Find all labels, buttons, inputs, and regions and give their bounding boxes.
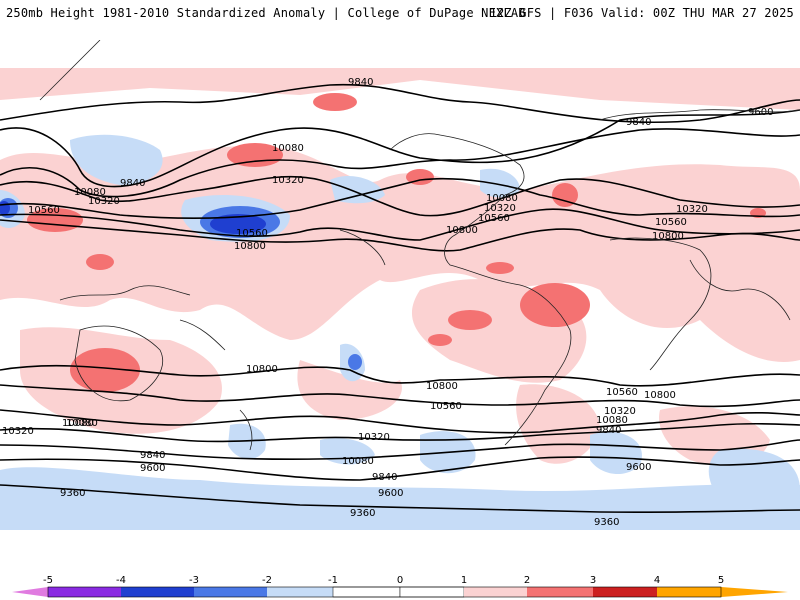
contour-label: 10320: [88, 196, 120, 207]
contour-label: 10080: [66, 418, 98, 429]
contour-label: 10320: [358, 432, 390, 443]
contour-label: 10080: [342, 456, 374, 467]
contour-label: 10080: [272, 143, 304, 154]
colorbar: -5 -4 -3 -2 -1 0 1 2 3 4 5: [12, 575, 788, 598]
colorbar-bin: [657, 587, 721, 597]
contour-label: 9840: [596, 425, 621, 436]
contour-label: 9840: [626, 117, 651, 128]
anomaly-map: 9840 9600 9840 10080 10080 9840 10320 10…: [0, 40, 800, 560]
colorbar-bin: [267, 587, 333, 597]
colorbar-bin: [121, 587, 194, 597]
colorbar-bin: [464, 587, 527, 597]
colorbar-tick: 2: [524, 575, 530, 586]
height-contours: [0, 83, 800, 514]
model-valid-time: 12Z GFS | F036 Valid: 00Z THU MAR 27 202…: [489, 6, 794, 20]
contour-label: 10320: [676, 204, 708, 215]
colorbar-outline: [47, 586, 722, 598]
contour-label: 10560: [236, 228, 268, 239]
contour-label: 10800: [234, 241, 266, 252]
contour-label: 10320: [604, 406, 636, 417]
colorbar-bin: [332, 586, 401, 598]
contour-label: 9360: [60, 488, 85, 499]
contour-label: 10320: [272, 175, 304, 186]
colorbar-left-arrow: [12, 587, 48, 597]
contour-label: 9600: [140, 463, 165, 474]
colorbar-tick: 1: [461, 575, 467, 586]
contour-label: 10800: [246, 364, 278, 375]
colorbar-tick: -2: [262, 575, 272, 586]
contour-label: 9600: [626, 462, 651, 473]
contour-label: 10080: [596, 415, 628, 426]
contour-label: 9840: [120, 178, 145, 189]
contour-label: 10800: [644, 390, 676, 401]
colorbar-bin: [593, 587, 657, 597]
contour-label: 10800: [652, 231, 684, 242]
contour-label: 10560: [478, 213, 510, 224]
colorbar-tick: 5: [718, 575, 724, 586]
colorbar-tick: -3: [189, 575, 199, 586]
contour-label: 10560: [655, 217, 687, 228]
contour-label: 10560: [430, 401, 462, 412]
contour-label: 10080: [74, 187, 106, 198]
map-title: 250mb Height 1981-2010 Standardized Anom…: [6, 6, 526, 20]
colorbar-bin: [48, 587, 121, 597]
negative-anomaly-light: [0, 134, 800, 530]
contour-label: 10320: [2, 426, 34, 437]
coastlines: [39, 40, 800, 451]
colorbar-ticks: -5 -4 -3 -2 -1 0 1 2 3 4 5: [43, 575, 724, 586]
contour-label: 10800: [426, 381, 458, 392]
colorbar-tick: -1: [328, 575, 338, 586]
contour-label: 9600: [378, 488, 403, 499]
colorbar-bin: [399, 586, 465, 598]
colorbar-tick: 3: [590, 575, 596, 586]
colorbar-bin: [527, 587, 593, 597]
contour-label: 9840: [372, 472, 397, 483]
colorbar-tick: 0: [397, 575, 403, 586]
contour-label: 10320: [484, 203, 516, 214]
colorbar-tick: -4: [116, 575, 126, 586]
colorbar-tick: 4: [654, 575, 660, 586]
contour-label: 10560: [28, 205, 60, 216]
contour-label: 9840: [348, 77, 373, 88]
contour-label: 10080: [62, 418, 94, 429]
colorbar-right-arrow: [721, 587, 788, 597]
contour-label: 10560: [606, 387, 638, 398]
contour-label: 9360: [350, 508, 375, 519]
contour-label: 9840: [140, 450, 165, 461]
colorbar-bin: [194, 587, 267, 597]
contour-label: 9600: [748, 107, 773, 118]
contour-label: 9360: [594, 517, 619, 528]
colorbar-tick: -5: [43, 575, 53, 586]
